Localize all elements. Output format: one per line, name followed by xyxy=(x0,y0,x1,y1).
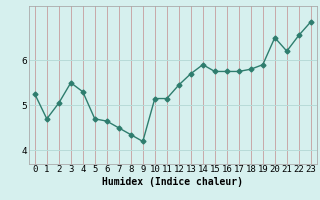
X-axis label: Humidex (Indice chaleur): Humidex (Indice chaleur) xyxy=(102,177,243,187)
